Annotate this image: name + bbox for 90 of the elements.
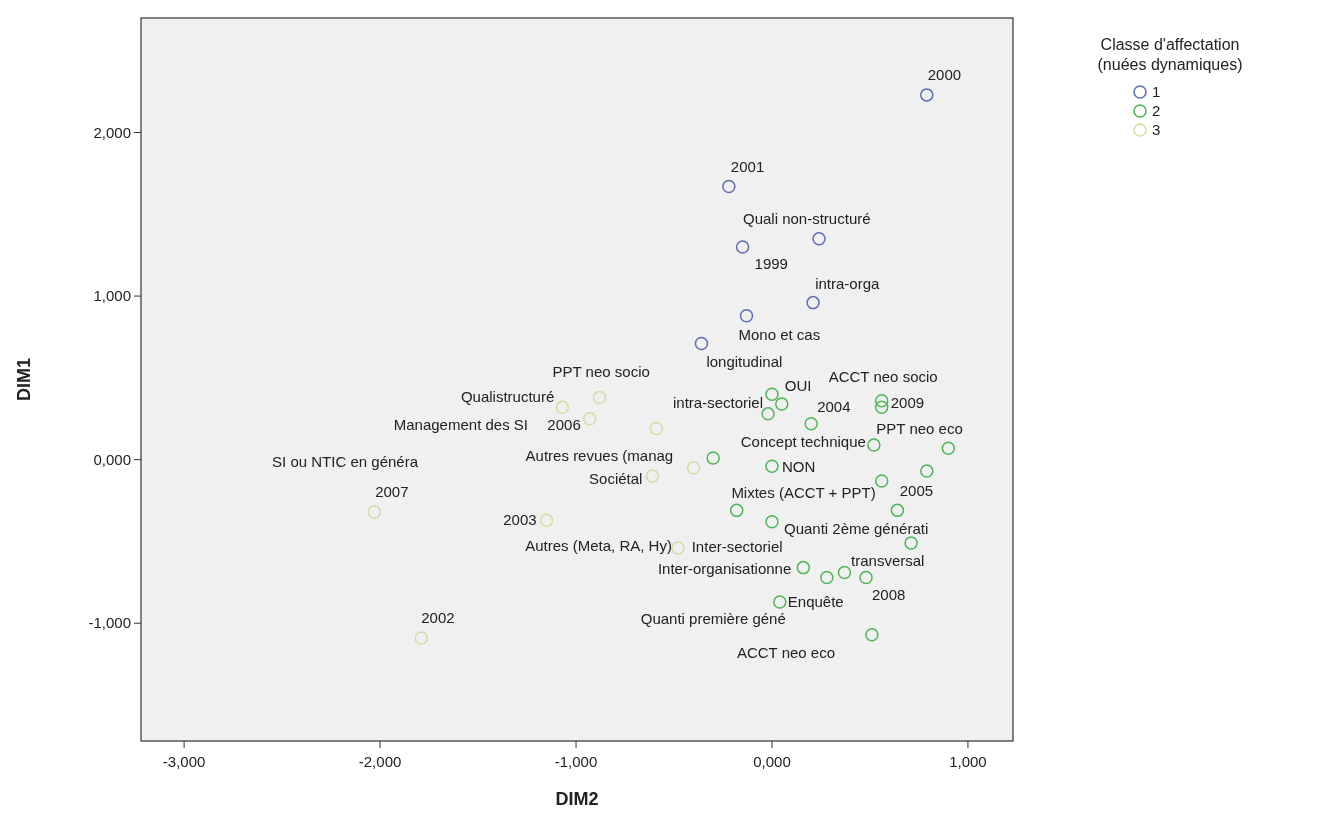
annotation: 2001 — [730, 158, 765, 176]
point — [837, 565, 852, 580]
point — [941, 441, 956, 455]
annotation: Mono et cas — [738, 325, 821, 343]
x-axis-title: DIM2 — [555, 789, 599, 809]
point — [582, 412, 597, 426]
y-tick-label: 0,000 — [93, 450, 131, 468]
annotation: 2004 — [817, 397, 851, 415]
x-tick-label: -1,000 — [554, 753, 598, 770]
point — [773, 595, 787, 609]
point — [555, 400, 570, 415]
annotation: transversal — [851, 552, 925, 570]
annotation: intra-orga — [815, 274, 880, 292]
annotation: 2008 — [872, 586, 906, 604]
point — [804, 416, 818, 431]
annotation: Quanti 2ème générati — [783, 519, 929, 537]
point — [671, 541, 685, 555]
annotation: OUI — [784, 377, 812, 395]
point — [920, 464, 934, 478]
legend-title: Classe d'affectation (nuées dynamiques) — [1097, 36, 1243, 73]
x-tick-label: -3,000 — [162, 753, 206, 770]
point — [865, 627, 879, 642]
point — [706, 451, 720, 465]
annotation: Mixtes (ACCT + PPT) — [731, 483, 876, 501]
point — [367, 505, 381, 519]
point — [645, 469, 660, 483]
annotation: Quanti première géné — [640, 609, 786, 627]
point — [722, 179, 736, 194]
point — [796, 560, 811, 575]
annotation: PPT neo socio — [552, 363, 650, 381]
annotation: ACCT neo socio — [828, 367, 938, 385]
point — [761, 407, 775, 421]
annotation: Autres revues (manag — [525, 447, 674, 465]
legend-label: 2 — [1152, 102, 1161, 119]
annotation: 2009 — [890, 394, 925, 412]
point — [867, 438, 881, 452]
point — [694, 336, 709, 351]
annotation: 2002 — [421, 608, 455, 626]
y-tick-label: -1,000 — [88, 614, 131, 632]
annotation: Sociétal — [589, 470, 643, 488]
annotation: 1999 — [754, 255, 788, 272]
annotation: 2000 — [927, 65, 962, 83]
point — [765, 515, 779, 529]
legend-label: 1 — [1152, 83, 1161, 100]
point — [592, 390, 607, 405]
annotation: Autres (Meta, RA, Hy) — [525, 536, 672, 554]
point — [686, 461, 701, 475]
point — [859, 570, 873, 585]
point — [765, 387, 779, 401]
point — [874, 394, 889, 408]
annotation: 2006 — [547, 415, 581, 433]
annotation: longitudinal — [706, 352, 783, 370]
point — [735, 240, 750, 254]
point — [649, 421, 664, 436]
point — [806, 295, 820, 310]
annotation: Qualistructuré — [460, 388, 555, 406]
point — [812, 232, 826, 246]
point — [414, 631, 428, 645]
annotation: SI ou NTIC en généra — [272, 453, 419, 470]
point — [729, 503, 744, 518]
annotation: intra-sectoriel — [673, 393, 764, 411]
point — [920, 88, 934, 102]
x-tick-label: 0,000 — [753, 753, 791, 770]
annotation: ACCT neo eco — [736, 643, 836, 661]
point — [890, 503, 905, 518]
x-tick-label: 1,000 — [949, 753, 987, 770]
annotation: Inter-sectoriel — [691, 538, 783, 556]
annotation: 2003 — [503, 511, 537, 529]
y-tick-label: 1,000 — [93, 287, 131, 305]
y-axis-title: DIM1 — [14, 357, 34, 402]
annotation: 2007 — [375, 483, 409, 500]
point — [739, 308, 754, 323]
point — [820, 570, 834, 585]
point — [765, 459, 779, 473]
annotation: 2005 — [899, 482, 934, 500]
annotation: NON — [781, 458, 816, 476]
annotation: Quali non-structuré — [743, 209, 871, 227]
y-tick-label: 2,000 — [93, 123, 131, 141]
point — [874, 474, 889, 488]
x-tick-label: -2,000 — [358, 753, 402, 770]
legend-label: 3 — [1152, 121, 1161, 138]
annotation: PPT neo eco — [876, 420, 963, 438]
annotation: Management des SI — [393, 416, 528, 433]
point — [874, 400, 889, 415]
annotation: Inter-organisationne — [657, 559, 792, 577]
annotation: Enquête — [787, 592, 844, 610]
point — [539, 513, 554, 527]
point — [904, 536, 918, 550]
annotation: Concept technique — [740, 432, 866, 450]
point — [775, 397, 789, 411]
